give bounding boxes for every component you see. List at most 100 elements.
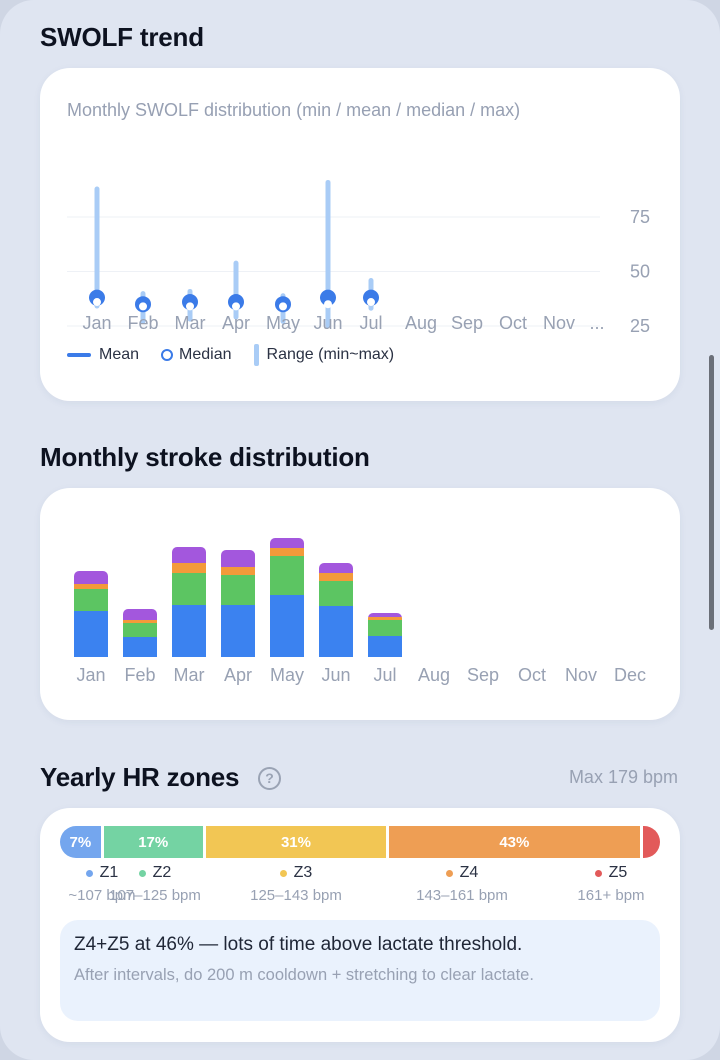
stroke-bar-segment	[221, 605, 255, 657]
stroke-bar-segment	[74, 584, 108, 589]
swolf-mean-point	[228, 294, 244, 311]
median-ring-swatch	[161, 349, 174, 361]
stroke-bar-segment	[368, 636, 402, 657]
swolf-x-tick-label: Jan	[82, 313, 111, 333]
swolf-x-tick-label: Mar	[175, 313, 206, 333]
swolf-card[interactable]: Monthly SWOLF distribution (min / mean /…	[40, 68, 680, 401]
strokes-card[interactable]: Jan Feb Mar Apr May Jun Jul Aug Sep Oct Nov Dec	[40, 488, 680, 720]
hr-zone-name-text: Z4	[459, 864, 479, 881]
hr-zone-name-text: Z5	[608, 864, 628, 881]
strokes-x-tick-label: Mar	[174, 665, 205, 685]
stroke-bar-stack	[319, 563, 353, 657]
hr-zone-name: Z3	[226, 862, 366, 884]
swolf-chart-subtitle: Monthly SWOLF distribution (min / mean /…	[67, 100, 521, 120]
swolf-chart: 75 50 25 Jan Feb Mar Apr May Jun Jul Aug Sep Oct Nov.…	[67, 179, 650, 336]
stroke-bar-segment	[319, 563, 353, 573]
zone-dot-icon	[594, 869, 602, 877]
note-headline: Z4+Z5 at 46% — lots of time above lactat…	[74, 934, 523, 955]
stroke-bar-segment	[172, 563, 206, 573]
hr-section-title: Yearly HR zones	[40, 762, 240, 792]
question-circle-icon[interactable]: ?	[258, 767, 281, 790]
zone-dot-icon	[445, 869, 453, 877]
hr-zone-segment-z4: 43%	[389, 826, 643, 858]
hr-advice-note: Z4+Z5 at 46% — lots of time above lactat…	[60, 920, 660, 1021]
swolf-legend: Mean Median Range (min~max)	[67, 344, 416, 366]
swolf-median-point	[279, 302, 287, 311]
legend-mean-label: Mean	[99, 346, 140, 363]
stroke-bar-segment	[123, 620, 157, 623]
hr-zone-label-z1: Z1 ~107 bpm	[32, 862, 172, 904]
stroke-bar-segment	[221, 550, 255, 567]
stroke-bar-stack	[368, 613, 402, 657]
swolf-median-point	[367, 298, 375, 307]
stroke-bar-segment	[270, 548, 304, 556]
strokes-x-tick-label: Jul	[373, 665, 396, 685]
hr-zone-label-z2: Z2 107–125 bpm	[85, 862, 225, 904]
stroke-bar-segment	[221, 575, 255, 605]
max-bpm-label: Max 179 bpm	[568, 767, 678, 787]
note-body: After intervals, do 200 m cooldown + str…	[74, 966, 534, 984]
swolf-y-tick-label: 25	[630, 316, 650, 336]
swolf-mean-point	[363, 289, 379, 306]
legend-mean: Mean	[67, 346, 139, 364]
stroke-bar-segment	[172, 605, 206, 657]
stroke-bar-segment	[368, 613, 402, 617]
zone-dot-icon	[138, 869, 146, 877]
strokes-x-tick-label: Oct	[518, 665, 546, 685]
stroke-bar-segment	[270, 595, 304, 657]
swolf-x-tick-label: May	[266, 313, 300, 333]
stroke-bar-stack	[74, 571, 108, 657]
swolf-median-point	[139, 302, 147, 311]
swolf-median-point	[186, 302, 194, 311]
swolf-median-point	[232, 302, 240, 311]
stroke-bar-segment	[123, 609, 157, 620]
hr-zone-range: 161+ bpm	[577, 887, 645, 904]
swolf-x-tick-label: Oct	[499, 313, 527, 333]
stroke-bar-segment	[172, 547, 206, 563]
strokes-x-tick-label: Apr	[224, 665, 252, 685]
zone-dot-icon	[85, 869, 93, 877]
swolf-y-tick-label: 75	[630, 207, 650, 227]
swolf-x-tick-label: ...	[589, 313, 604, 333]
stroke-bar-segment	[270, 556, 304, 595]
stroke-bar-stack	[123, 609, 157, 657]
hr-zone-label-z4: Z4 143–161 bpm	[392, 862, 532, 904]
strokes-x-tick-label: Jan	[76, 665, 105, 685]
strokes-section-title: Monthly stroke distribution	[40, 442, 370, 472]
swolf-x-tick-label: Feb	[127, 313, 158, 333]
swolf-y-tick-label: 50	[630, 262, 650, 282]
hr-zone-range: 125–143 bpm	[250, 887, 342, 904]
stroke-bar-segment	[319, 581, 353, 606]
hr-zone-name-text: Z3	[293, 864, 313, 881]
hr-zone-segment-z5	[642, 826, 660, 858]
mean-line-swatch	[67, 353, 91, 357]
hr-zone-name: Z1	[32, 862, 172, 884]
hr-zone-range: 143–161 bpm	[416, 887, 508, 904]
range-bar-swatch	[253, 344, 259, 366]
hr-zone-labels: Z1 ~107 bpm Z2 107–125 bpm Z3 125–143 bpm Z4 14…	[60, 862, 660, 910]
hr-zone-range: 107–125 bpm	[109, 887, 201, 904]
hr-zone-label-z3: Z3 125–143 bpm	[226, 862, 366, 904]
stroke-bar-segment	[319, 606, 353, 657]
stroke-bar-segment	[172, 573, 206, 605]
hr-zone-bar: 7% 17% 31% 43%	[60, 826, 660, 858]
scrollbar[interactable]	[709, 355, 714, 630]
stroke-bar-segment	[368, 620, 402, 636]
stroke-bar-segment	[74, 571, 108, 584]
strokes-x-tick-label: Feb	[124, 665, 155, 685]
strokes-x-tick-label: Sep	[467, 665, 499, 685]
stroke-bar-segment	[319, 573, 353, 581]
swolf-mean-point	[89, 289, 105, 306]
zone-dot-icon	[279, 869, 287, 877]
strokes-chart: Jan Feb Mar Apr May Jun Jul Aug Sep Oct Nov Dec	[74, 538, 646, 685]
strokes-x-tick-label: Dec	[614, 665, 646, 685]
stroke-bar-stack	[221, 550, 255, 657]
swolf-mean-point	[182, 294, 198, 311]
hr-zone-name: Z2	[85, 862, 225, 884]
swolf-range-bar	[233, 260, 239, 320]
strokes-x-tick-label: May	[270, 665, 304, 685]
swolf-median-point	[324, 300, 332, 309]
legend-median-label: Median	[179, 346, 232, 363]
strokes-x-tick-label: Nov	[565, 665, 597, 685]
hr-card[interactable]: 7% 17% 31% 43% Z1 ~107 bpm Z2 107–125 bpm Z3 125…	[40, 808, 680, 1042]
